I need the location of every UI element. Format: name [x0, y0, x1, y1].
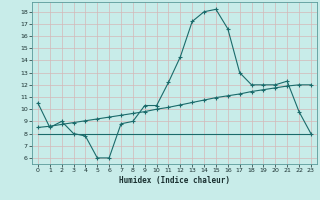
- X-axis label: Humidex (Indice chaleur): Humidex (Indice chaleur): [119, 176, 230, 185]
